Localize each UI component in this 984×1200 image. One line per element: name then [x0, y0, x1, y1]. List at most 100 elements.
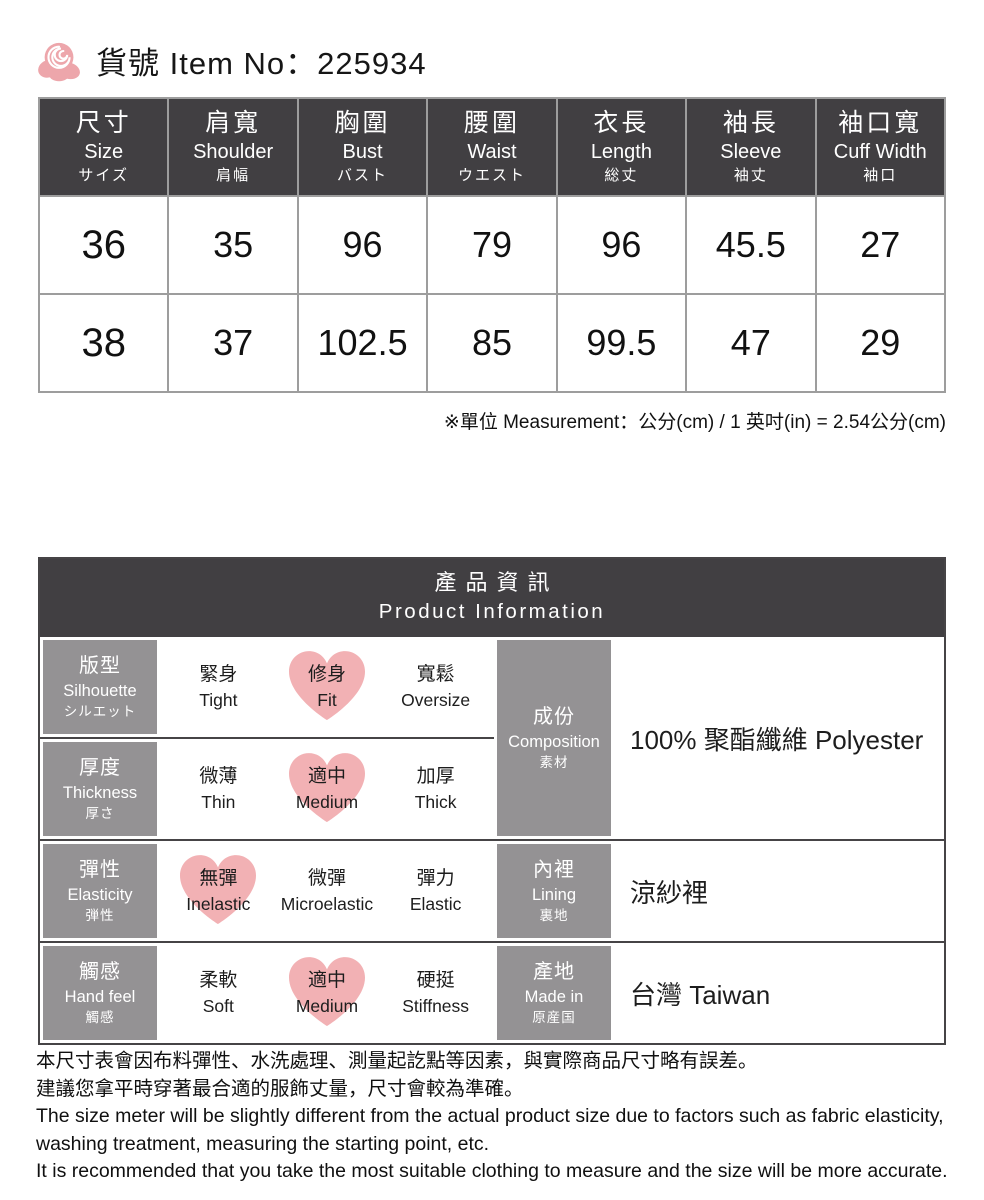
attribute-label-en: Elasticity — [67, 886, 133, 904]
detail-label: 內裡 Lining 裏地 — [494, 841, 614, 941]
attribute-options: 無彈 Inelastic 微彈 Microelastic 彈力 Elastic — [160, 841, 494, 941]
attribute-option: 寬鬆 Oversize — [383, 662, 489, 712]
detail-label-zh: 產地 — [533, 961, 575, 983]
size-column-jp: ウエスト — [457, 166, 526, 184]
detail-value: 涼紗裡 — [614, 841, 944, 941]
attribute-label-jp: 厚さ — [85, 806, 115, 821]
attribute-label-zh: 彈性 — [79, 859, 121, 881]
option-label-en: Medium — [295, 792, 359, 812]
attribute-label-jp: 弾性 — [85, 908, 115, 923]
size-cell: 85 — [426, 293, 558, 393]
size-column-jp: 総丈 — [604, 166, 639, 184]
size-column-zh: 衣長 — [593, 108, 650, 137]
rose-icon — [36, 39, 84, 83]
option-label-zh: 微彈 — [307, 868, 346, 889]
size-cell: 96 — [296, 195, 429, 295]
size-column-en: Bust — [342, 140, 383, 163]
detail-label-jp: 裏地 — [539, 908, 569, 923]
attribute-label-zh: 觸感 — [79, 961, 121, 983]
size-cell: 36 — [37, 195, 170, 295]
size-table-header-row: 尺寸 Size サイズ 肩寬 Shoulder 肩幅 胸圍 Bust バスト 腰圍 Waist ウエス… — [37, 97, 947, 197]
attribute-option: 無彈 Inelastic — [165, 855, 271, 925]
item-number-header: 貨號 Item No：225934 — [36, 38, 427, 83]
attribute-label-en: Silhouette — [63, 682, 137, 700]
size-column-header: 尺寸 Size サイズ — [37, 97, 170, 197]
option-label-zh: 緊身 — [199, 664, 238, 685]
size-column-header: 肩寬 Shoulder 肩幅 — [167, 97, 299, 197]
measurement-unit-note: ※單位 Measurement：公分(cm) / 1 英吋(in) = 2.54… — [443, 412, 946, 433]
size-cell: 47 — [685, 293, 817, 393]
attribute-label-jp: シルエット — [63, 704, 137, 719]
attribute-option: 柔軟 Soft — [165, 968, 271, 1018]
attribute-label-en: Thickness — [62, 784, 138, 802]
selected-heart-icon — [180, 855, 257, 925]
attribute-option: 微薄 Thin — [165, 764, 271, 814]
option-label-en: Thick — [414, 792, 457, 812]
option-label-zh: 硬挺 — [416, 970, 455, 991]
detail-label-en: Composition — [508, 733, 600, 751]
size-column-zh: 袖長 — [722, 108, 779, 137]
size-cell: 29 — [814, 293, 947, 393]
size-column-zh: 袖口寬 — [838, 108, 923, 137]
selected-heart-icon — [288, 957, 365, 1027]
option-label-zh: 彈力 — [416, 868, 455, 889]
option-label-zh: 適中 — [307, 766, 346, 787]
option-label-zh: 寬鬆 — [416, 664, 455, 685]
option-label-en: Oversize — [401, 690, 471, 710]
size-column-zh: 腰圍 — [463, 108, 520, 137]
detail-label: 產地 Made in 原産国 — [494, 943, 614, 1043]
size-column-jp: サイズ — [78, 166, 129, 184]
option-label-en: Medium — [295, 996, 359, 1016]
size-row: 38 37 102.5 85 99.5 47 29 — [37, 293, 947, 393]
attribute-option: 適中 Medium — [274, 957, 380, 1027]
size-column-header: 袖口寬 Cuff Width 袖口 — [814, 97, 947, 197]
attribute-options: 緊身 Tight 修身 Fit 寬鬆 Oversize — [160, 637, 494, 737]
option-label-zh: 柔軟 — [199, 970, 238, 991]
detail-label-zh: 內裡 — [533, 859, 575, 881]
product-info-title-zh: 產品資訊 — [434, 570, 559, 595]
size-column-header: 衣長 Length 総丈 — [555, 97, 688, 197]
size-row: 36 35 96 79 96 45.5 27 — [37, 195, 947, 295]
detail-label-jp: 素材 — [539, 755, 569, 770]
attribute-label-zh: 厚度 — [79, 757, 121, 779]
size-column-en: Cuff Width — [833, 140, 927, 163]
size-column-zh: 胸圍 — [334, 108, 391, 137]
option-label-en: Thin — [201, 792, 236, 812]
detail-label: 成份 Composition 素材 — [494, 637, 614, 839]
size-column-en: Length — [590, 140, 652, 163]
option-label-en: Fit — [317, 690, 337, 710]
size-column-zh: 肩寬 — [205, 108, 262, 137]
option-label-zh: 加厚 — [416, 766, 455, 787]
size-cell: 79 — [426, 195, 558, 295]
size-table: 尺寸 Size サイズ 肩寬 Shoulder 肩幅 胸圍 Bust バスト 腰圍 Waist ウエス… — [37, 97, 947, 393]
option-label-en: Microelastic — [280, 894, 374, 914]
option-label-zh: 微薄 — [199, 766, 238, 787]
product-info-title-en: Product Information — [378, 600, 606, 623]
size-column-en: Sleeve — [720, 140, 782, 163]
size-column-en: Waist — [467, 140, 517, 163]
disclaimer-line: 本尺寸表會因布料彈性、水洗處理、測量起訖點等因素，與實際商品尺寸略有誤差。 — [36, 1050, 758, 1072]
item-number-text: 貨號 Item No：225934 — [96, 46, 427, 81]
selected-heart-icon — [288, 651, 365, 721]
option-label-en: Stiffness — [402, 996, 470, 1016]
size-column-zh: 尺寸 — [75, 108, 132, 137]
size-cell: 45.5 — [685, 195, 817, 295]
size-cell: 102.5 — [296, 293, 429, 393]
size-cell: 96 — [555, 195, 688, 295]
option-label-en: Elastic — [409, 894, 462, 914]
product-info-title: 產品資訊 Product Information — [40, 559, 944, 637]
size-cell: 35 — [167, 195, 299, 295]
size-cell: 37 — [167, 293, 299, 393]
attribute-label: 版型 Silhouette シルエット — [40, 637, 160, 737]
size-column-jp: 袖丈 — [733, 166, 768, 184]
attribute-option: 加厚 Thick — [383, 764, 489, 814]
selected-heart-icon — [288, 753, 365, 823]
detail-label-en: Made in — [524, 988, 584, 1006]
product-info-body: 版型 Silhouette シルエット 緊身 Tight 修身 Fit 寬鬆 Oversize 厚… — [40, 637, 944, 1043]
detail-label-zh: 成份 — [533, 706, 575, 728]
size-cell: 38 — [37, 293, 170, 393]
option-label-zh: 無彈 — [199, 868, 238, 889]
detail-value: 台灣 Taiwan — [614, 943, 944, 1043]
detail-label-en: Lining — [531, 886, 577, 904]
option-label-en: Soft — [202, 996, 234, 1016]
